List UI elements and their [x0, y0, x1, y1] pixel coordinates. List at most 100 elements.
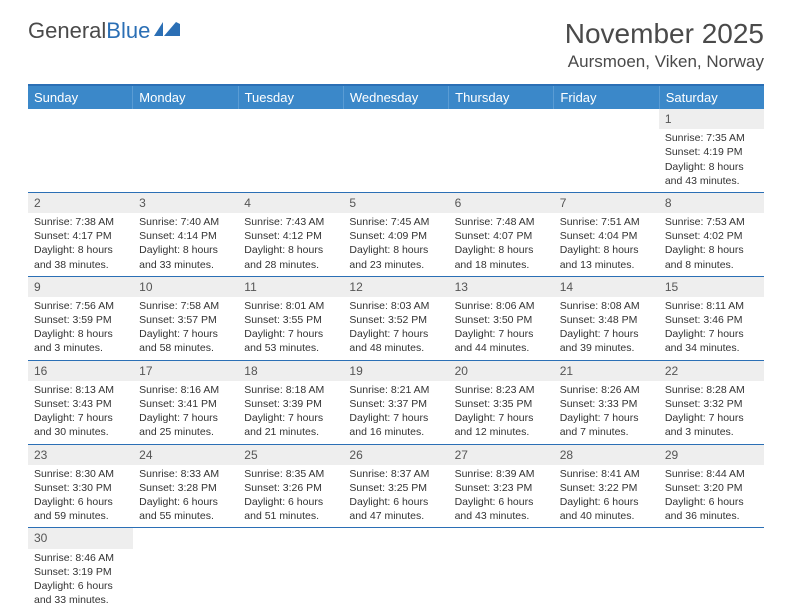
sunrise-line: Sunrise: 7:48 AM	[455, 215, 548, 229]
sunset-line: Sunset: 3:25 PM	[349, 481, 442, 495]
day-body: Sunrise: 8:39 AMSunset: 3:23 PMDaylight:…	[449, 465, 554, 528]
day-body: Sunrise: 8:21 AMSunset: 3:37 PMDaylight:…	[343, 381, 448, 444]
day-cell: 19Sunrise: 8:21 AMSunset: 3:37 PMDayligh…	[343, 361, 448, 444]
day-cell-empty	[343, 109, 448, 192]
weekday-header-cell: Wednesday	[344, 86, 449, 109]
sunset-line: Sunset: 3:26 PM	[244, 481, 337, 495]
sunrise-line: Sunrise: 8:16 AM	[139, 383, 232, 397]
daylight-line: Daylight: 7 hours and 53 minutes.	[244, 327, 337, 355]
daylight-line: Daylight: 7 hours and 58 minutes.	[139, 327, 232, 355]
day-number: 25	[238, 445, 343, 465]
sunset-line: Sunset: 4:02 PM	[665, 229, 758, 243]
day-cell: 1Sunrise: 7:35 AMSunset: 4:19 PMDaylight…	[659, 109, 764, 192]
daylight-line: Daylight: 8 hours and 33 minutes.	[139, 243, 232, 271]
daylight-line: Daylight: 7 hours and 16 minutes.	[349, 411, 442, 439]
weekday-header-cell: Thursday	[449, 86, 554, 109]
daylight-line: Daylight: 7 hours and 3 minutes.	[665, 411, 758, 439]
day-number: 29	[659, 445, 764, 465]
sunrise-line: Sunrise: 8:30 AM	[34, 467, 127, 481]
day-number: 27	[449, 445, 554, 465]
daylight-line: Daylight: 6 hours and 36 minutes.	[665, 495, 758, 523]
sunset-line: Sunset: 3:46 PM	[665, 313, 758, 327]
sunrise-line: Sunrise: 8:03 AM	[349, 299, 442, 313]
sunset-line: Sunset: 3:33 PM	[560, 397, 653, 411]
sunrise-line: Sunrise: 8:33 AM	[139, 467, 232, 481]
day-cell: 7Sunrise: 7:51 AMSunset: 4:04 PMDaylight…	[554, 193, 659, 276]
day-number: 18	[238, 361, 343, 381]
daylight-line: Daylight: 6 hours and 55 minutes.	[139, 495, 232, 523]
day-cell: 15Sunrise: 8:11 AMSunset: 3:46 PMDayligh…	[659, 277, 764, 360]
day-cell-empty	[133, 109, 238, 192]
daylight-line: Daylight: 6 hours and 59 minutes.	[34, 495, 127, 523]
sunrise-line: Sunrise: 8:41 AM	[560, 467, 653, 481]
day-number: 11	[238, 277, 343, 297]
logo-text-1: General	[28, 18, 106, 44]
sunset-line: Sunset: 4:19 PM	[665, 145, 758, 159]
weekday-header-cell: Tuesday	[239, 86, 344, 109]
day-cell: 3Sunrise: 7:40 AMSunset: 4:14 PMDaylight…	[133, 193, 238, 276]
day-body: Sunrise: 8:44 AMSunset: 3:20 PMDaylight:…	[659, 465, 764, 528]
day-cell-empty	[133, 528, 238, 611]
daylight-line: Daylight: 7 hours and 12 minutes.	[455, 411, 548, 439]
daylight-line: Daylight: 7 hours and 48 minutes.	[349, 327, 442, 355]
sunset-line: Sunset: 4:04 PM	[560, 229, 653, 243]
weekday-header-cell: Monday	[133, 86, 238, 109]
logo-flag-icon	[154, 22, 180, 40]
sunset-line: Sunset: 3:22 PM	[560, 481, 653, 495]
sunrise-line: Sunrise: 7:58 AM	[139, 299, 232, 313]
day-number: 24	[133, 445, 238, 465]
day-cell: 28Sunrise: 8:41 AMSunset: 3:22 PMDayligh…	[554, 445, 659, 528]
weekday-header-cell: Friday	[554, 86, 659, 109]
header: GeneralBlue November 2025 Aursmoen, Vike…	[0, 0, 792, 80]
sunset-line: Sunset: 3:39 PM	[244, 397, 337, 411]
day-cell: 6Sunrise: 7:48 AMSunset: 4:07 PMDaylight…	[449, 193, 554, 276]
day-cell: 4Sunrise: 7:43 AMSunset: 4:12 PMDaylight…	[238, 193, 343, 276]
sunset-line: Sunset: 3:48 PM	[560, 313, 653, 327]
day-cell: 12Sunrise: 8:03 AMSunset: 3:52 PMDayligh…	[343, 277, 448, 360]
daylight-line: Daylight: 6 hours and 47 minutes.	[349, 495, 442, 523]
day-number: 7	[554, 193, 659, 213]
day-body: Sunrise: 7:48 AMSunset: 4:07 PMDaylight:…	[449, 213, 554, 276]
day-cell-empty	[554, 528, 659, 611]
day-number: 14	[554, 277, 659, 297]
sunset-line: Sunset: 3:55 PM	[244, 313, 337, 327]
sunset-line: Sunset: 3:57 PM	[139, 313, 232, 327]
daylight-line: Daylight: 7 hours and 7 minutes.	[560, 411, 653, 439]
daylight-line: Daylight: 8 hours and 3 minutes.	[34, 327, 127, 355]
sunrise-line: Sunrise: 7:43 AM	[244, 215, 337, 229]
day-number: 26	[343, 445, 448, 465]
sunrise-line: Sunrise: 8:08 AM	[560, 299, 653, 313]
sunrise-line: Sunrise: 8:18 AM	[244, 383, 337, 397]
daylight-line: Daylight: 8 hours and 28 minutes.	[244, 243, 337, 271]
day-cell: 22Sunrise: 8:28 AMSunset: 3:32 PMDayligh…	[659, 361, 764, 444]
daylight-line: Daylight: 8 hours and 18 minutes.	[455, 243, 548, 271]
sunrise-line: Sunrise: 8:46 AM	[34, 551, 127, 565]
sunset-line: Sunset: 3:35 PM	[455, 397, 548, 411]
daylight-line: Daylight: 7 hours and 44 minutes.	[455, 327, 548, 355]
sunset-line: Sunset: 3:37 PM	[349, 397, 442, 411]
sunrise-line: Sunrise: 7:38 AM	[34, 215, 127, 229]
daylight-line: Daylight: 7 hours and 21 minutes.	[244, 411, 337, 439]
day-number: 3	[133, 193, 238, 213]
day-cell-empty	[238, 109, 343, 192]
day-number: 23	[28, 445, 133, 465]
sunset-line: Sunset: 4:14 PM	[139, 229, 232, 243]
day-body: Sunrise: 7:35 AMSunset: 4:19 PMDaylight:…	[659, 129, 764, 192]
day-body: Sunrise: 7:45 AMSunset: 4:09 PMDaylight:…	[343, 213, 448, 276]
daylight-line: Daylight: 7 hours and 39 minutes.	[560, 327, 653, 355]
day-cell-empty	[238, 528, 343, 611]
daylight-line: Daylight: 6 hours and 51 minutes.	[244, 495, 337, 523]
daylight-line: Daylight: 8 hours and 23 minutes.	[349, 243, 442, 271]
location: Aursmoen, Viken, Norway	[565, 52, 764, 72]
day-body: Sunrise: 8:11 AMSunset: 3:46 PMDaylight:…	[659, 297, 764, 360]
sunset-line: Sunset: 3:28 PM	[139, 481, 232, 495]
day-cell: 21Sunrise: 8:26 AMSunset: 3:33 PMDayligh…	[554, 361, 659, 444]
day-body: Sunrise: 7:51 AMSunset: 4:04 PMDaylight:…	[554, 213, 659, 276]
day-body: Sunrise: 8:46 AMSunset: 3:19 PMDaylight:…	[28, 549, 133, 612]
week-row: 16Sunrise: 8:13 AMSunset: 3:43 PMDayligh…	[28, 361, 764, 445]
day-number: 19	[343, 361, 448, 381]
day-cell: 16Sunrise: 8:13 AMSunset: 3:43 PMDayligh…	[28, 361, 133, 444]
day-body: Sunrise: 8:08 AMSunset: 3:48 PMDaylight:…	[554, 297, 659, 360]
day-body: Sunrise: 7:40 AMSunset: 4:14 PMDaylight:…	[133, 213, 238, 276]
day-number: 13	[449, 277, 554, 297]
